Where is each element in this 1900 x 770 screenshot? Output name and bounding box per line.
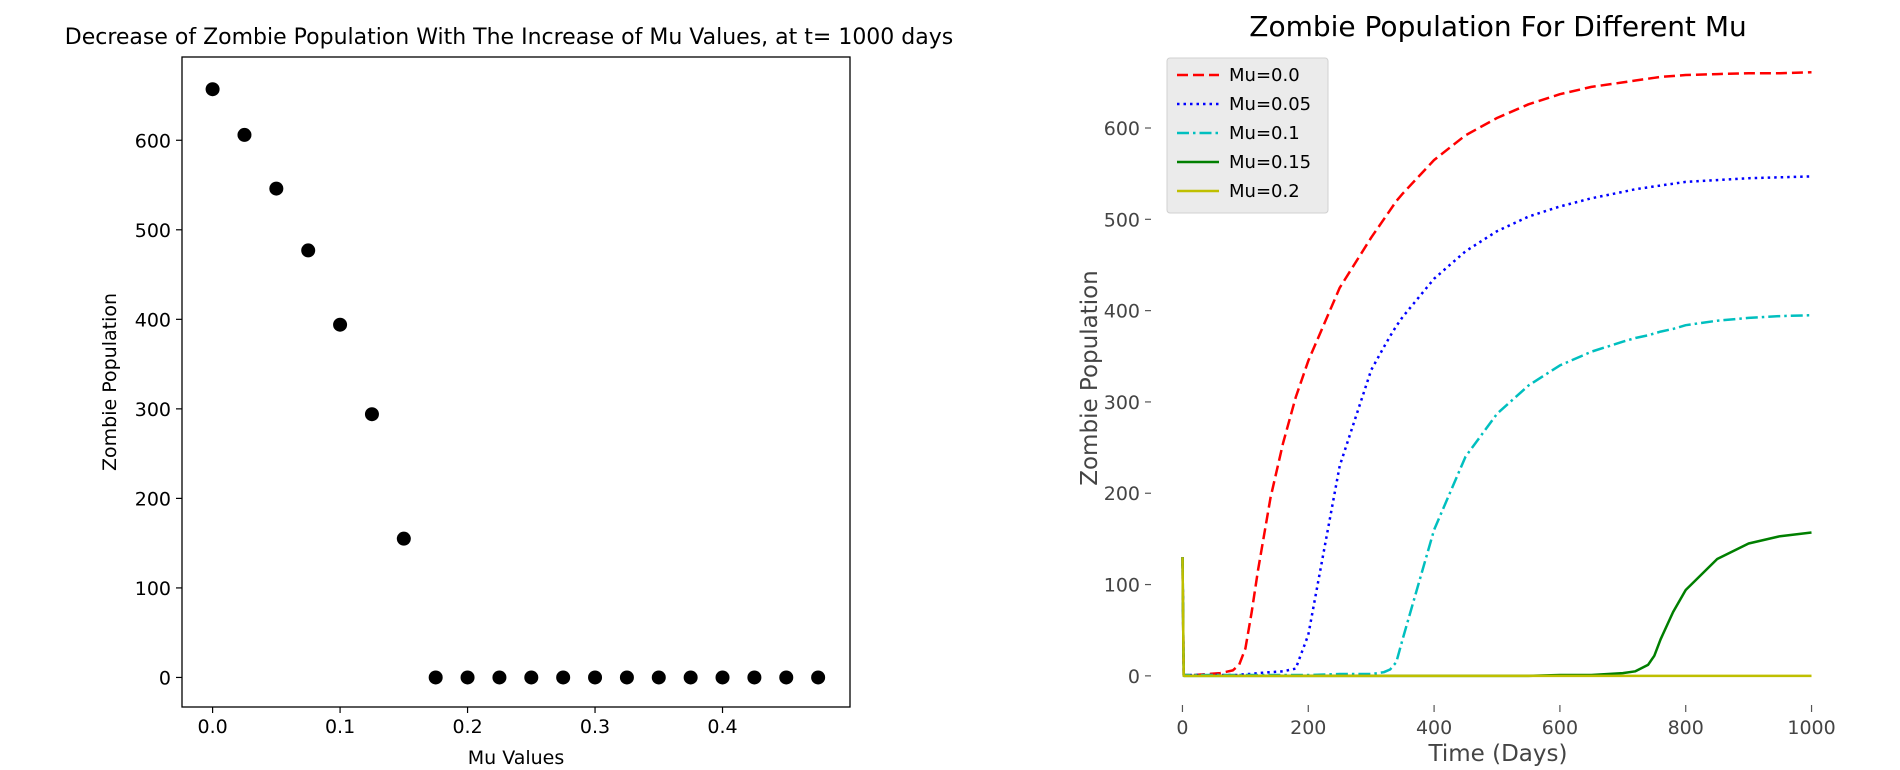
line-chart: Zombie Population For Different Mu 0 200 4… [1077,10,1836,767]
scatter-point [460,670,475,685]
scatter-y-ticks: 0 100 200 300 400 500 600 [135,130,182,689]
line-x-ticks: 0 200 400 600 800 1000 [1176,705,1836,739]
legend-entry-label: Mu=0.1 [1229,123,1300,144]
scatter-point [747,670,762,685]
scatter-point [333,317,348,332]
scatter-x-tick-label: 0.4 [707,716,737,738]
line-y-tick-label: 600 [1104,118,1140,140]
line-series-path [1181,531,1812,678]
line-y-tick-label: 200 [1104,483,1140,505]
scatter-point [364,407,379,422]
line-series [1181,71,1812,678]
scatter-point [651,670,666,685]
line-series-path [1181,557,1812,678]
line-x-tick-label: 800 [1668,717,1704,739]
line-x-axis-label: Time (Days) [1428,741,1568,767]
scatter-x-tick-label: 0.0 [197,716,227,738]
line-chart-title: Zombie Population For Different Mu [1249,10,1746,43]
scatter-point [205,82,220,97]
line-y-tick-label: 300 [1104,392,1140,414]
scatter-y-tick-label: 200 [135,488,171,510]
legend-box [1166,57,1329,214]
scatter-point [588,670,603,685]
scatter-point [428,670,443,685]
scatter-point [237,127,252,142]
scatter-y-axis-label: Zombie Population [99,293,121,471]
scatter-y-tick-label: 300 [135,399,171,421]
scatter-y-tick-label: 100 [135,578,171,600]
line-y-tick-label: 500 [1104,209,1140,231]
scatter-point [396,531,411,546]
scatter-point [619,670,634,685]
scatter-plot-frame [181,56,851,708]
line-legend: Mu=0.0 Mu=0.05 Mu=0.1 Mu=0.15 Mu=0.2 [1166,57,1329,214]
legend-entry-label: Mu=0.05 [1229,94,1311,115]
scatter-y-tick-label: 400 [135,309,171,331]
scatter-point [269,181,284,196]
line-y-axis-label: Zombie Population [1077,270,1103,486]
scatter-x-axis-label: Mu Values [468,747,565,769]
line-y-tick-label: 0 [1128,666,1140,688]
scatter-point [524,670,539,685]
scatter-x-tick-label: 0.2 [452,716,482,738]
scatter-point [779,670,794,685]
scatter-y-tick-label: 600 [135,130,171,152]
line-y-tick-label: 400 [1104,301,1140,323]
scatter-point [715,670,730,685]
legend-entry-label: Mu=0.0 [1229,65,1300,86]
scatter-point [683,670,698,685]
line-x-tick-label: 400 [1416,717,1452,739]
scatter-point [301,243,316,258]
scatter-chart-title: Decrease of Zombie Population With The I… [65,25,953,50]
line-y-ticks: 0 100 200 300 400 500 600 [1104,118,1151,688]
line-series-path [1181,313,1812,677]
scatter-chart: Decrease of Zombie Population With The I… [65,25,953,769]
line-x-tick-label: 600 [1542,717,1578,739]
scatter-point [556,670,571,685]
legend-entry-label: Mu=0.15 [1229,152,1311,173]
scatter-y-tick-label: 500 [135,220,171,242]
line-y-tick-label: 100 [1104,575,1140,597]
line-series-path [1181,175,1812,677]
scatter-x-tick-label: 0.3 [580,716,610,738]
scatter-y-tick-label: 0 [159,667,171,689]
scatter-points [205,82,826,685]
line-x-tick-label: 0 [1176,717,1188,739]
line-x-tick-label: 200 [1290,717,1326,739]
scatter-x-ticks: 0.0 0.1 0.2 0.3 0.4 [197,707,738,738]
line-x-tick-label: 1000 [1787,717,1835,739]
legend-entry-label: Mu=0.2 [1229,181,1300,202]
scatter-point [811,670,826,685]
line-series-path [1181,71,1812,677]
scatter-point [492,670,507,685]
scatter-x-tick-label: 0.1 [325,716,355,738]
